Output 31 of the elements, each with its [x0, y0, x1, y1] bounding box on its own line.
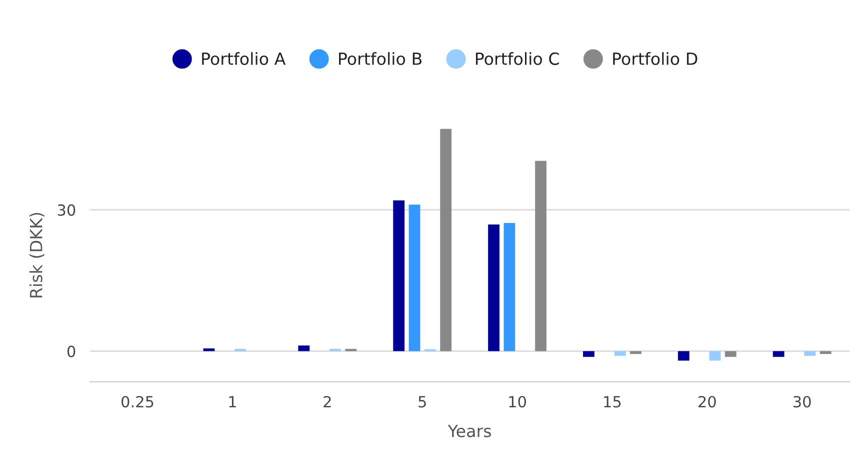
x-axis-title: Years: [448, 424, 491, 438]
bar: [678, 351, 690, 361]
bar: [724, 351, 736, 357]
x-tick-label: 20: [698, 396, 716, 408]
x-tick-label: 2: [324, 396, 331, 408]
x-tick-label: 0.25: [122, 396, 154, 408]
bar: [504, 223, 516, 352]
x-tick-label: 15: [604, 396, 621, 408]
bar: [804, 351, 816, 356]
bar: [488, 224, 500, 352]
bar: [820, 351, 832, 354]
bar: [393, 200, 405, 352]
y-axis-title: Risk (DKK): [29, 212, 44, 298]
legend-label: Portfolio A: [202, 52, 286, 66]
x-tick-label: 10: [509, 396, 526, 408]
bar: [408, 204, 420, 352]
x-tick-label: 30: [794, 396, 811, 408]
legend-label: Portfolio B: [339, 52, 422, 66]
bar: [772, 351, 784, 357]
bar: [440, 128, 452, 352]
bar: [630, 351, 642, 354]
bar: [583, 351, 594, 357]
bar: [709, 351, 721, 361]
bar: [614, 351, 626, 356]
bar: [535, 160, 546, 352]
bar: [298, 346, 310, 352]
legend-label: Portfolio C: [476, 52, 559, 66]
legend-label: Portfolio D: [613, 52, 698, 66]
y-tick-label: 0: [67, 346, 76, 358]
x-tick-label: 5: [418, 396, 426, 408]
x-tick-label: 1: [229, 396, 236, 408]
